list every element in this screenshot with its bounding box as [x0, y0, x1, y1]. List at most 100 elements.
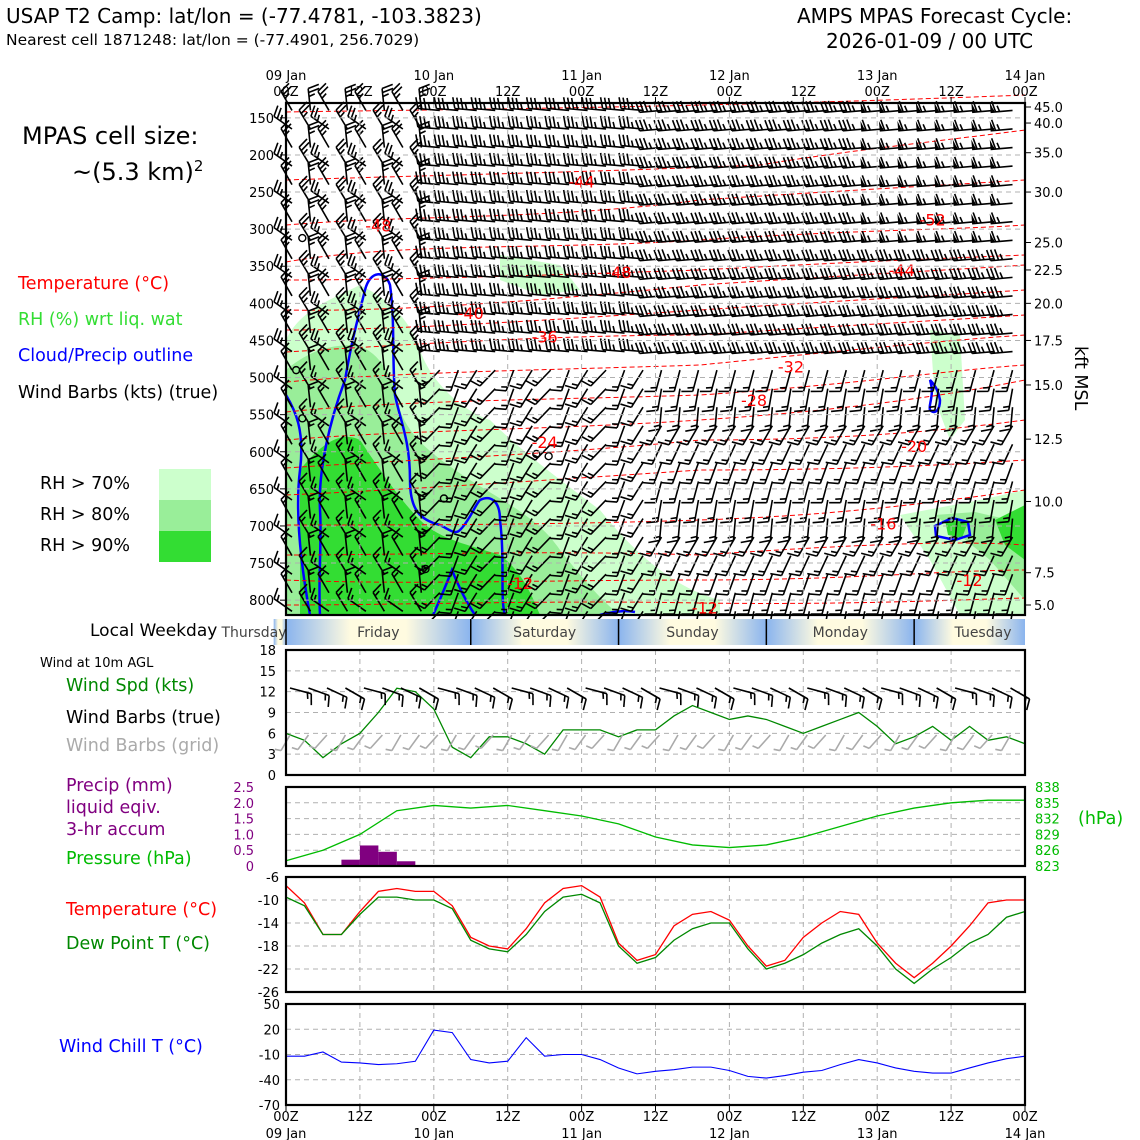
upper-wind-barb-tick	[745, 286, 752, 299]
upper-wind-barb-halftick	[685, 309, 690, 316]
upper-wind-barb	[879, 146, 902, 151]
upper-wind-barb-halftick	[501, 214, 505, 222]
upper-wind-barb-halftick	[683, 550, 690, 554]
upper-wind-barb-tick	[372, 138, 382, 148]
upper-wind-barb-tick	[607, 264, 612, 277]
upper-wind-barb-tick	[764, 268, 770, 280]
surface-wind-barb-halftick	[711, 695, 714, 702]
upper-wind-barb-halftick	[501, 158, 505, 166]
upper-wind-barb-halftick	[339, 111, 345, 118]
upper-wind-barb-halftick	[419, 167, 426, 172]
upper-wind-barb-tick	[960, 520, 972, 524]
upper-wind-barb-tick	[276, 330, 282, 342]
upper-wind-barb-tick	[638, 249, 645, 261]
upper-wind-barb-tick	[786, 175, 793, 187]
upper-wind-barb-halftick	[850, 459, 858, 462]
upper-wind-barb-tick	[350, 293, 356, 305]
upper-wind-barb-halftick	[814, 290, 819, 298]
upper-wind-barb-halftick	[419, 278, 426, 283]
upper-wind-barb-tick	[880, 230, 886, 243]
calm-wind-circle	[532, 449, 541, 459]
upper-wind-barb-halftick	[519, 214, 523, 222]
upper-wind-barb-tick	[599, 152, 604, 165]
grid-wind-barb	[868, 734, 882, 749]
upper-wind-barb-halftick	[648, 197, 653, 205]
upper-wind-barb-halftick	[419, 385, 426, 391]
upper-wind-barb-tick	[972, 193, 978, 205]
upper-wind-barb-tick	[509, 607, 521, 613]
upper-wind-barb-tick	[698, 286, 704, 298]
upper-wind-barb-tick	[819, 194, 826, 206]
upper-wind-barb-halftick	[556, 158, 560, 166]
upper-wind-barb-tick	[823, 156, 830, 168]
upper-wind-barb-tick	[790, 211, 797, 224]
upper-wind-barb-tick	[478, 134, 483, 147]
upper-wind-barb-halftick	[413, 260, 419, 266]
upper-wind-barb-halftick	[959, 198, 964, 205]
pressure-ytick-label: 823	[1035, 860, 1060, 875]
upper-wind-barb-tick	[919, 267, 926, 279]
upper-wind-barb-tick	[899, 461, 911, 466]
upper-wind-barb-tick	[827, 156, 834, 168]
upper-wind-barb-tick	[344, 343, 357, 349]
surface-wind-barb-halftick	[580, 696, 584, 704]
upper-wind-barb-tick	[453, 496, 466, 501]
upper-wind-barb-tick	[423, 209, 427, 221]
upper-wind-barb-tick	[827, 249, 834, 261]
legend-rh80-swatch	[159, 500, 211, 531]
upper-wind-barb-halftick	[382, 534, 389, 539]
upper-wind-barb-halftick	[575, 233, 579, 240]
upper-wind-barb-halftick	[688, 405, 696, 409]
upper-wind-barb-halftick	[722, 272, 727, 279]
upper-wind-barb-tick	[581, 264, 585, 276]
upper-wind-barb-flag	[989, 158, 995, 168]
upper-wind-barb-tick	[712, 230, 719, 243]
dewpoint-line	[285, 893, 1026, 985]
upper-wind-barb-tick	[753, 174, 760, 187]
upper-wind-barb-tick	[842, 323, 848, 335]
upper-wind-barb-tick	[372, 361, 382, 371]
upper-wind-barb-tick	[437, 134, 442, 147]
upper-wind-barb-halftick	[740, 290, 745, 298]
upper-wind-barb-tick	[657, 175, 663, 187]
upper-wind-barb-tick	[897, 441, 910, 446]
upper-wind-barb-tick	[749, 267, 756, 280]
upper-wind-barb-tick	[374, 216, 384, 226]
upper-wind-barb-halftick	[538, 140, 542, 147]
upper-wind-barb-tick	[474, 282, 479, 295]
upper-wind-barb-tick	[459, 190, 464, 203]
upper-wind-barb-tick	[276, 256, 282, 268]
upper-wind-barb-halftick	[587, 398, 594, 403]
upper-wind-barb-flag	[860, 195, 866, 206]
upper-wind-barb-halftick	[851, 142, 856, 149]
upper-wind-barb-flag	[860, 158, 866, 168]
upper-wind-barb-tick	[881, 461, 893, 466]
upper-wind-barb-tick	[882, 593, 895, 596]
upper-wind-barb-halftick	[812, 439, 819, 443]
upper-wind-barb-halftick	[833, 216, 838, 223]
upper-wind-barb-halftick	[867, 123, 871, 131]
upper-wind-barb-tick	[713, 552, 725, 557]
upper-wind-barb-tick	[759, 539, 771, 544]
precip-ytick-label: 0.5	[233, 844, 254, 859]
upper-wind-barb-tick	[657, 305, 663, 317]
upper-wind-barb-tick	[634, 342, 641, 354]
upper-wind-barb-halftick	[851, 272, 856, 279]
upper-wind-barb-tick	[701, 409, 714, 413]
surface-wind-barb-halftick	[785, 695, 788, 702]
upper-wind-barb-tick	[934, 267, 940, 280]
upper-wind-barb-tick	[307, 528, 320, 535]
surface-wind-barb-tick	[475, 695, 478, 707]
surface-wind-barb-halftick	[802, 696, 806, 704]
upper-wind-barb-halftick	[856, 535, 864, 539]
upper-wind-barb-tick	[904, 409, 917, 413]
grid-wind-barb	[536, 734, 550, 749]
upper-wind-barb-halftick	[593, 214, 597, 222]
upper-wind-barb-halftick	[464, 158, 468, 166]
upper-wind-barb-tick	[515, 246, 520, 258]
upper-wind-barb-tick	[634, 212, 641, 224]
upper-wind-barb-tick	[657, 193, 663, 206]
upper-wind-barb-tick	[661, 286, 667, 298]
upper-wind-barb-tick	[419, 320, 423, 332]
